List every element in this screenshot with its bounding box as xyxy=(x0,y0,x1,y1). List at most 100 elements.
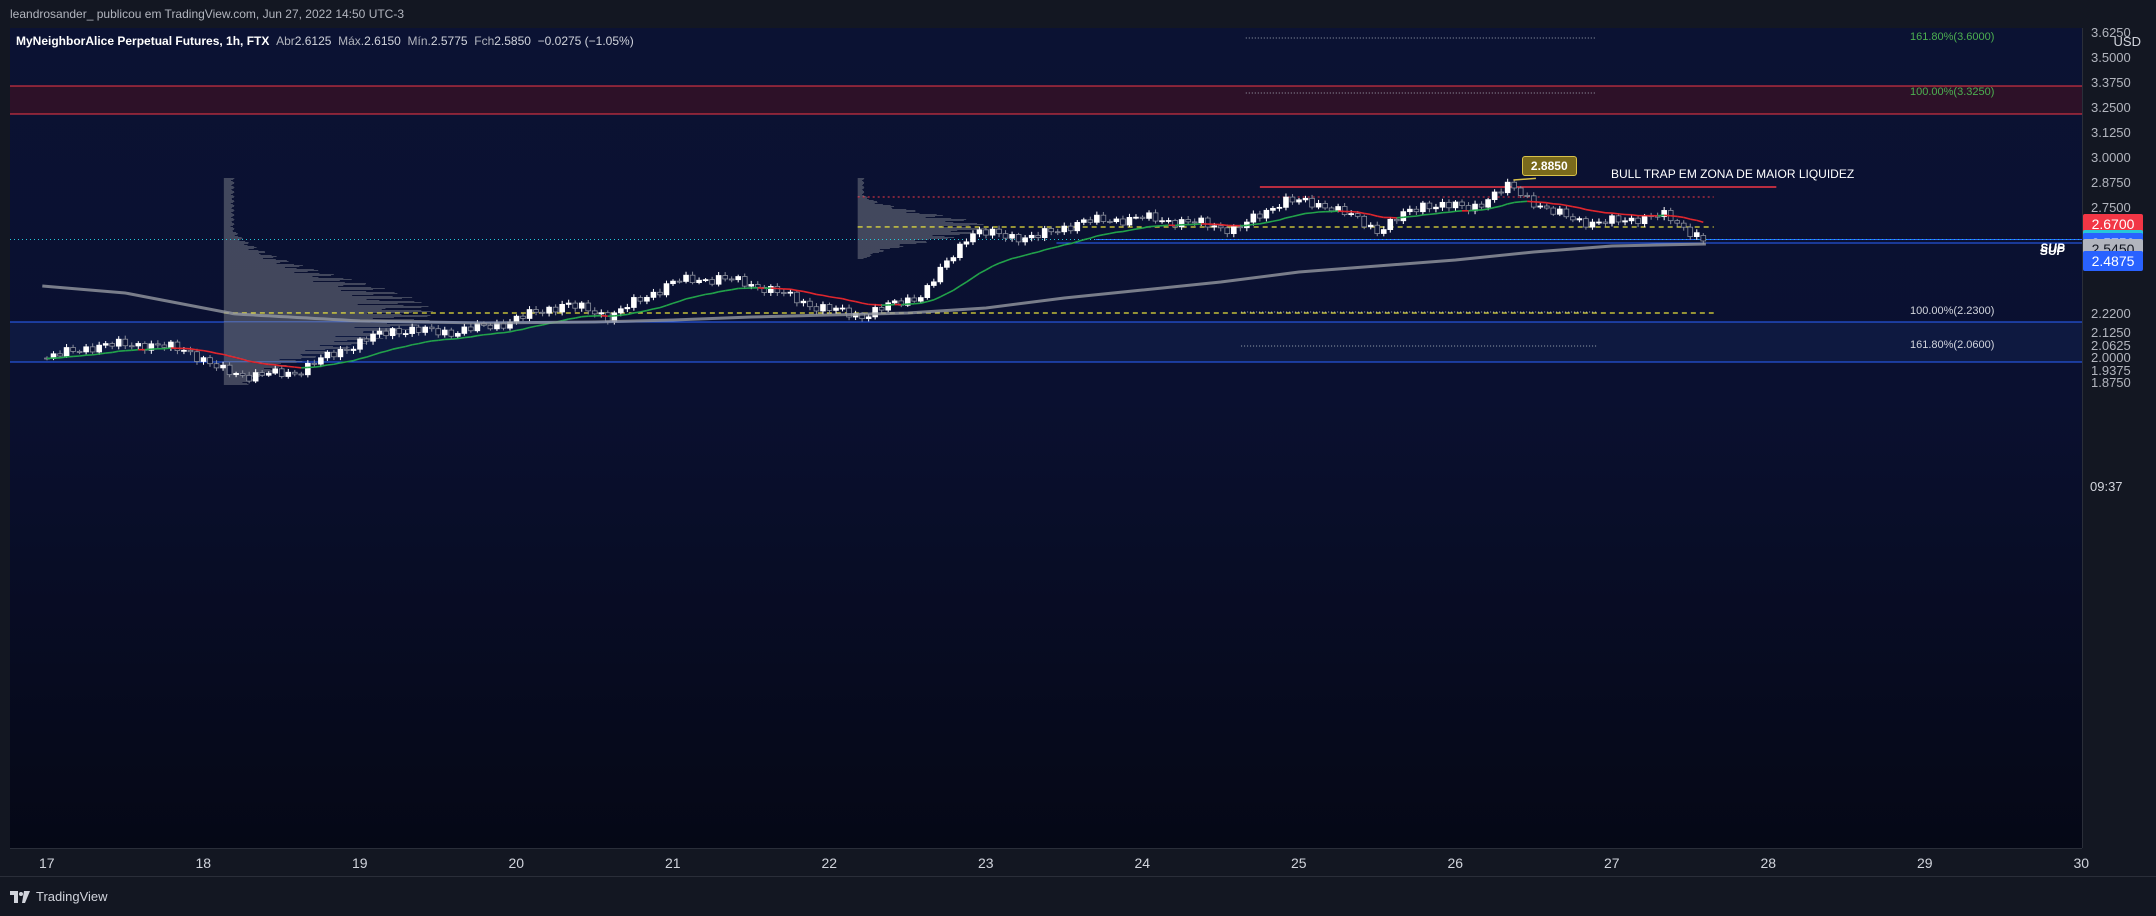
volume-profile-bar xyxy=(224,304,358,305)
candle xyxy=(468,327,473,331)
candle xyxy=(814,307,819,311)
ema-segment xyxy=(197,350,204,351)
volume-profile-bar xyxy=(224,216,233,217)
candle xyxy=(808,301,813,306)
candle xyxy=(873,307,878,316)
candle xyxy=(449,330,454,336)
volume-profile-bar xyxy=(224,294,373,295)
ema-segment xyxy=(803,291,810,292)
volume-profile-bar xyxy=(858,229,981,230)
chart-legend: MyNeighborAlice Perpetual Futures, 1h, F… xyxy=(16,34,634,48)
volume-profile-bar xyxy=(858,233,975,234)
volume-profile-bar xyxy=(224,192,234,193)
volume-profile-bar xyxy=(858,201,877,202)
volume-profile-right xyxy=(858,178,987,259)
candle xyxy=(1329,208,1334,211)
volume-profile-bar xyxy=(858,235,933,236)
volume-profile-bar xyxy=(224,249,249,250)
candle xyxy=(925,285,930,297)
volume-profile-bar xyxy=(858,199,869,200)
candle xyxy=(1394,219,1399,220)
candle xyxy=(1427,203,1432,209)
volume-profile-bar xyxy=(224,247,257,248)
time-tick-label: 22 xyxy=(822,855,838,871)
ema-segment xyxy=(830,297,837,298)
ema-segment xyxy=(1403,217,1410,218)
ema-segment xyxy=(1429,214,1436,215)
candle xyxy=(462,327,467,333)
candle xyxy=(1597,222,1602,223)
volume-profile-bar xyxy=(224,266,299,267)
volume-profile-bar xyxy=(858,212,907,213)
volume-profile-bar xyxy=(224,179,233,180)
volume-profile-bar xyxy=(858,218,951,219)
volume-profile-bar xyxy=(224,332,363,333)
volume-profile-bar xyxy=(224,251,265,252)
ema-segment xyxy=(986,266,993,270)
ema-segment xyxy=(1019,255,1026,257)
ema-segment xyxy=(1136,228,1143,229)
ema-segment xyxy=(1195,224,1202,225)
volume-profile-bar xyxy=(224,329,412,330)
ema-segment xyxy=(1573,207,1580,208)
candle xyxy=(273,369,278,373)
volume-profile-bar xyxy=(224,244,244,245)
ema-segment xyxy=(1540,202,1547,203)
volume-profile-bar xyxy=(858,198,867,199)
ema-segment xyxy=(451,339,458,340)
volume-profile-bar xyxy=(224,338,383,339)
volume-profile-bar xyxy=(224,354,301,355)
volume-profile-bar xyxy=(858,244,900,245)
volume-profile-bar xyxy=(224,339,376,340)
volume-profile-bar xyxy=(224,302,422,303)
candle xyxy=(279,369,284,377)
ema-segment xyxy=(1306,213,1313,214)
volume-profile-bar xyxy=(858,252,879,253)
candle xyxy=(1107,221,1112,222)
volume-profile-bar xyxy=(224,205,234,206)
candle xyxy=(201,358,206,362)
volume-profile-bar xyxy=(224,241,245,242)
volume-profile-bar xyxy=(224,289,373,290)
candle xyxy=(429,327,434,329)
candle xyxy=(1590,222,1595,227)
ema-segment xyxy=(693,296,700,298)
ema-segment xyxy=(1038,250,1045,252)
ema-segment xyxy=(1579,208,1586,210)
candle xyxy=(605,313,610,321)
volume-profile-bar xyxy=(224,343,367,344)
candle xyxy=(1290,197,1295,202)
volume-profile-bar xyxy=(224,276,313,277)
volume-profile-bar xyxy=(224,348,347,349)
volume-profile-bar xyxy=(858,219,966,220)
ema-segment xyxy=(477,335,484,336)
candle xyxy=(944,261,949,267)
volume-profile-bar xyxy=(224,194,231,195)
volume-profile-bar xyxy=(224,275,331,276)
candle xyxy=(1055,232,1060,233)
fib-level-label: 161.80%(3.6000) xyxy=(1910,31,1994,43)
volume-profile-bar xyxy=(224,200,234,201)
volume-profile-bar xyxy=(224,201,234,202)
candle xyxy=(1029,235,1034,237)
candle xyxy=(397,329,402,334)
volume-profile-bar xyxy=(224,252,265,253)
volume-profile-bar xyxy=(224,203,231,204)
candle xyxy=(729,279,734,280)
volume-profile-bar xyxy=(858,216,935,217)
volume-profile-bar xyxy=(224,229,234,230)
candle xyxy=(586,303,591,311)
candle xyxy=(951,258,956,261)
volume-profile-bar xyxy=(224,277,319,278)
candle xyxy=(958,244,963,257)
ema-segment xyxy=(314,366,321,367)
candle xyxy=(1218,226,1223,228)
ema-segment xyxy=(1592,211,1599,212)
volume-profile-bar xyxy=(224,308,386,309)
volume-profile-bar xyxy=(858,248,890,249)
chart-plot-area[interactable]: MyNeighborAlice Perpetual Futures, 1h, F… xyxy=(10,28,2082,848)
volume-profile-bar xyxy=(224,346,333,347)
tradingview-brand[interactable]: TradingView xyxy=(10,889,108,904)
